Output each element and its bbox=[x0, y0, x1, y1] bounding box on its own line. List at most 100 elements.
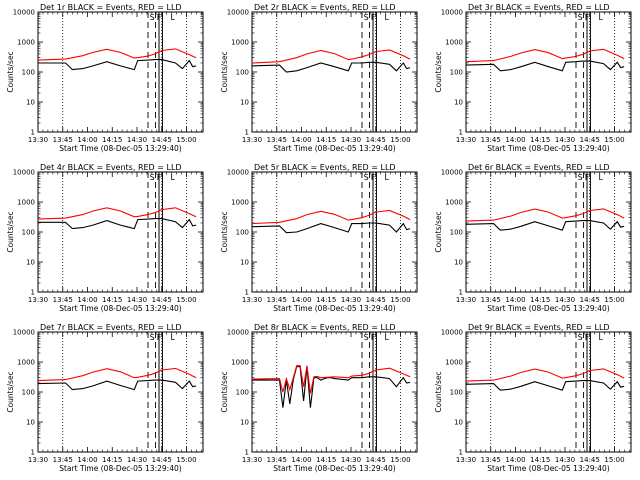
x-tick-label: 14:45 bbox=[152, 456, 172, 464]
x-axis-label: Start Time (08-Dec-05 13:29:40) bbox=[273, 464, 395, 473]
y-tick-label: 1 bbox=[459, 449, 463, 457]
y-tick-label: 1 bbox=[245, 449, 249, 457]
marker-label-f: F bbox=[371, 13, 376, 22]
series-events-line bbox=[465, 220, 625, 231]
y-tick-label: 10 bbox=[240, 419, 249, 427]
y-tick-label: 1000 bbox=[17, 359, 35, 367]
chart-title: Det 8r BLACK = Events, RED = LLD bbox=[254, 323, 396, 332]
y-tick-label: 10 bbox=[26, 419, 35, 427]
x-tick-label: 14:30 bbox=[555, 136, 575, 144]
marker-label-f: F bbox=[585, 13, 590, 22]
chart-title: Det 7r BLACK = Events, RED = LLD bbox=[40, 323, 182, 332]
x-tick-label: 14:00 bbox=[77, 296, 97, 304]
chart-title: Det 5r BLACK = Events, RED = LLD bbox=[254, 163, 396, 172]
y-tick-label: 10 bbox=[240, 99, 249, 107]
marker-label-s: S bbox=[364, 173, 369, 182]
x-tick-label: 14:15 bbox=[530, 456, 550, 464]
y-tick-label: 10000 bbox=[441, 9, 463, 17]
chart-panel-5: Det 5r BLACK = Events, RED = LLD 1 10 100 10… bbox=[220, 163, 418, 313]
y-tick-label: 10000 bbox=[227, 169, 249, 177]
x-tick-label: 14:15 bbox=[102, 136, 122, 144]
series-events-line bbox=[252, 366, 411, 408]
x-tick-label: 14:30 bbox=[341, 456, 361, 464]
chart-panel-2: Det 2r BLACK = Events, RED = LLD 1 10 100 10… bbox=[220, 3, 418, 153]
chart-title: Det 4r BLACK = Events, RED = LLD bbox=[40, 163, 182, 172]
marker-label-s: S bbox=[578, 333, 583, 342]
marker-label-f: F bbox=[157, 173, 162, 182]
y-tick-label: 100 bbox=[236, 389, 249, 397]
x-tick-label: 14:15 bbox=[530, 296, 550, 304]
y-tick-label: 100 bbox=[236, 229, 249, 237]
x-axis-label: Start Time (08-Dec-05 13:29:40) bbox=[59, 144, 181, 153]
x-tick-label: 13:30 bbox=[242, 136, 262, 144]
x-tick-label: 13:30 bbox=[242, 296, 262, 304]
x-tick-label: 14:15 bbox=[530, 136, 550, 144]
y-tick-label: 10000 bbox=[227, 9, 249, 17]
series-lld-line bbox=[37, 367, 197, 382]
marker-label-l: L bbox=[599, 333, 604, 342]
series-lld-line bbox=[465, 368, 625, 382]
x-tick-label: 14:15 bbox=[316, 136, 336, 144]
y-tick-label: 100 bbox=[22, 229, 35, 237]
marker-label-f: F bbox=[371, 333, 376, 342]
x-tick-label: 14:15 bbox=[316, 456, 336, 464]
series-lld-line bbox=[251, 209, 411, 225]
y-tick-label: 10 bbox=[26, 99, 35, 107]
y-axis-label: Counts/sec bbox=[220, 371, 229, 412]
x-tick-label: 13:45 bbox=[53, 296, 73, 304]
x-tick-label: 14:45 bbox=[580, 456, 600, 464]
x-tick-label: 15:00 bbox=[604, 456, 624, 464]
x-tick-label: 15:00 bbox=[176, 456, 196, 464]
x-tick-label: 13:45 bbox=[267, 456, 287, 464]
y-tick-label: 10 bbox=[454, 259, 463, 267]
x-axis-label: Start Time (08-Dec-05 13:29:40) bbox=[487, 304, 609, 313]
x-tick-label: 14:00 bbox=[77, 456, 97, 464]
x-tick-label: 14:15 bbox=[102, 456, 122, 464]
x-tick-label: 14:30 bbox=[555, 456, 575, 464]
y-tick-label: 10 bbox=[26, 259, 35, 267]
marker-label-f: F bbox=[371, 173, 376, 182]
x-tick-label: 14:00 bbox=[77, 136, 97, 144]
x-tick-label: 13:45 bbox=[481, 456, 501, 464]
marker-label-l: L bbox=[171, 13, 176, 22]
y-tick-label: 100 bbox=[450, 389, 463, 397]
marker-label-l: L bbox=[599, 173, 604, 182]
x-axis-label: Start Time (08-Dec-05 13:29:40) bbox=[273, 304, 395, 313]
x-tick-label: 14:30 bbox=[341, 296, 361, 304]
x-tick-label: 14:15 bbox=[316, 296, 336, 304]
x-tick-label: 13:30 bbox=[28, 136, 48, 144]
series-events-line bbox=[38, 218, 197, 230]
marker-label-s: S bbox=[578, 13, 583, 22]
marker-label-s: S bbox=[364, 13, 369, 22]
x-tick-label: 13:30 bbox=[456, 136, 476, 144]
chart-panel-3: Det 3r BLACK = Events, RED = LLD 1 10 100 10… bbox=[434, 3, 632, 153]
x-tick-label: 14:00 bbox=[291, 296, 311, 304]
y-axis-label: Counts/sec bbox=[434, 371, 443, 412]
x-tick-label: 13:30 bbox=[28, 296, 48, 304]
chart-panel-8: Det 8r BLACK = Events, RED = LLD 1 10 100 10… bbox=[220, 323, 418, 473]
marker-label-l: L bbox=[385, 173, 390, 182]
y-tick-label: 1000 bbox=[445, 359, 463, 367]
chart-panel-4: Det 4r BLACK = Events, RED = LLD 1 10 100 10… bbox=[6, 163, 204, 313]
y-tick-label: 1000 bbox=[231, 359, 249, 367]
y-tick-label: 1000 bbox=[17, 199, 35, 207]
y-tick-label: 10 bbox=[240, 259, 249, 267]
y-axis-label: Counts/sec bbox=[6, 211, 15, 252]
y-tick-label: 10000 bbox=[13, 329, 35, 337]
marker-label-f: F bbox=[585, 173, 590, 182]
chart-title: Det 1r BLACK = Events, RED = LLD bbox=[40, 3, 182, 12]
x-tick-label: 15:00 bbox=[604, 136, 624, 144]
series-lld-line bbox=[37, 48, 197, 61]
x-tick-label: 14:00 bbox=[505, 296, 525, 304]
x-tick-label: 14:30 bbox=[127, 456, 147, 464]
x-tick-label: 15:00 bbox=[390, 456, 410, 464]
series-lld-line bbox=[251, 365, 411, 394]
chart-title: Det 3r BLACK = Events, RED = LLD bbox=[468, 3, 610, 12]
series-lld-line bbox=[251, 49, 411, 64]
x-tick-label: 14:45 bbox=[366, 456, 386, 464]
marker-label-s: S bbox=[364, 333, 369, 342]
y-tick-label: 1 bbox=[459, 289, 463, 297]
series-events-line bbox=[251, 222, 411, 234]
x-tick-label: 14:45 bbox=[366, 136, 386, 144]
marker-label-s: S bbox=[578, 173, 583, 182]
